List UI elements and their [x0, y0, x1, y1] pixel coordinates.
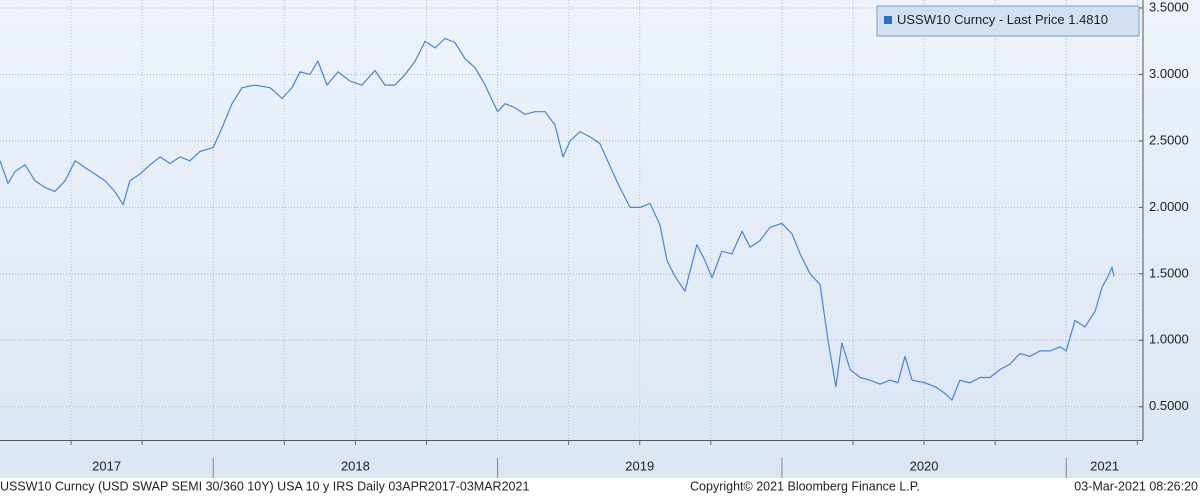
y-tick-label: 1.5000: [1149, 265, 1189, 280]
footer-copyright: Copyright© 2021 Bloomberg Finance L.P.: [690, 479, 920, 493]
legend: USSW10 Curncy - Last Price 1.4810: [876, 5, 1140, 37]
x-tick-label: 2019: [625, 458, 654, 473]
x-tick-label: 2021: [1090, 458, 1119, 473]
footer-description: USSW10 Curncy (USD SWAP SEMI 30/360 10Y)…: [0, 479, 529, 493]
x-tick-label: 2020: [910, 458, 939, 473]
x-tick-label: 2017: [92, 458, 121, 473]
legend-box: [876, 5, 1140, 37]
footer-timestamp: 03-Mar-2021 08:26:20: [1074, 479, 1198, 493]
legend-series-name: USSW10 Curncy - Last Price: [897, 12, 1065, 27]
legend-label: USSW10 Curncy - Last Price 1.4810: [897, 12, 1108, 27]
y-tick-label: 2.5000: [1149, 132, 1189, 147]
y-tick-label: 2.0000: [1149, 199, 1189, 214]
x-tick-label: 2018: [341, 458, 370, 473]
y-tick-label: 3.0000: [1149, 66, 1189, 81]
legend-swatch: [884, 16, 892, 24]
y-tick-label: 3.5000: [1149, 0, 1189, 14]
price-line: [0, 37, 1115, 401]
y-tick-label: 0.5000: [1149, 398, 1189, 413]
legend-last-price: 1.4810: [1068, 12, 1108, 27]
footer-background: [0, 478, 1200, 496]
y-tick-label: 1.0000: [1149, 332, 1189, 347]
plot-background: [0, 0, 1200, 478]
